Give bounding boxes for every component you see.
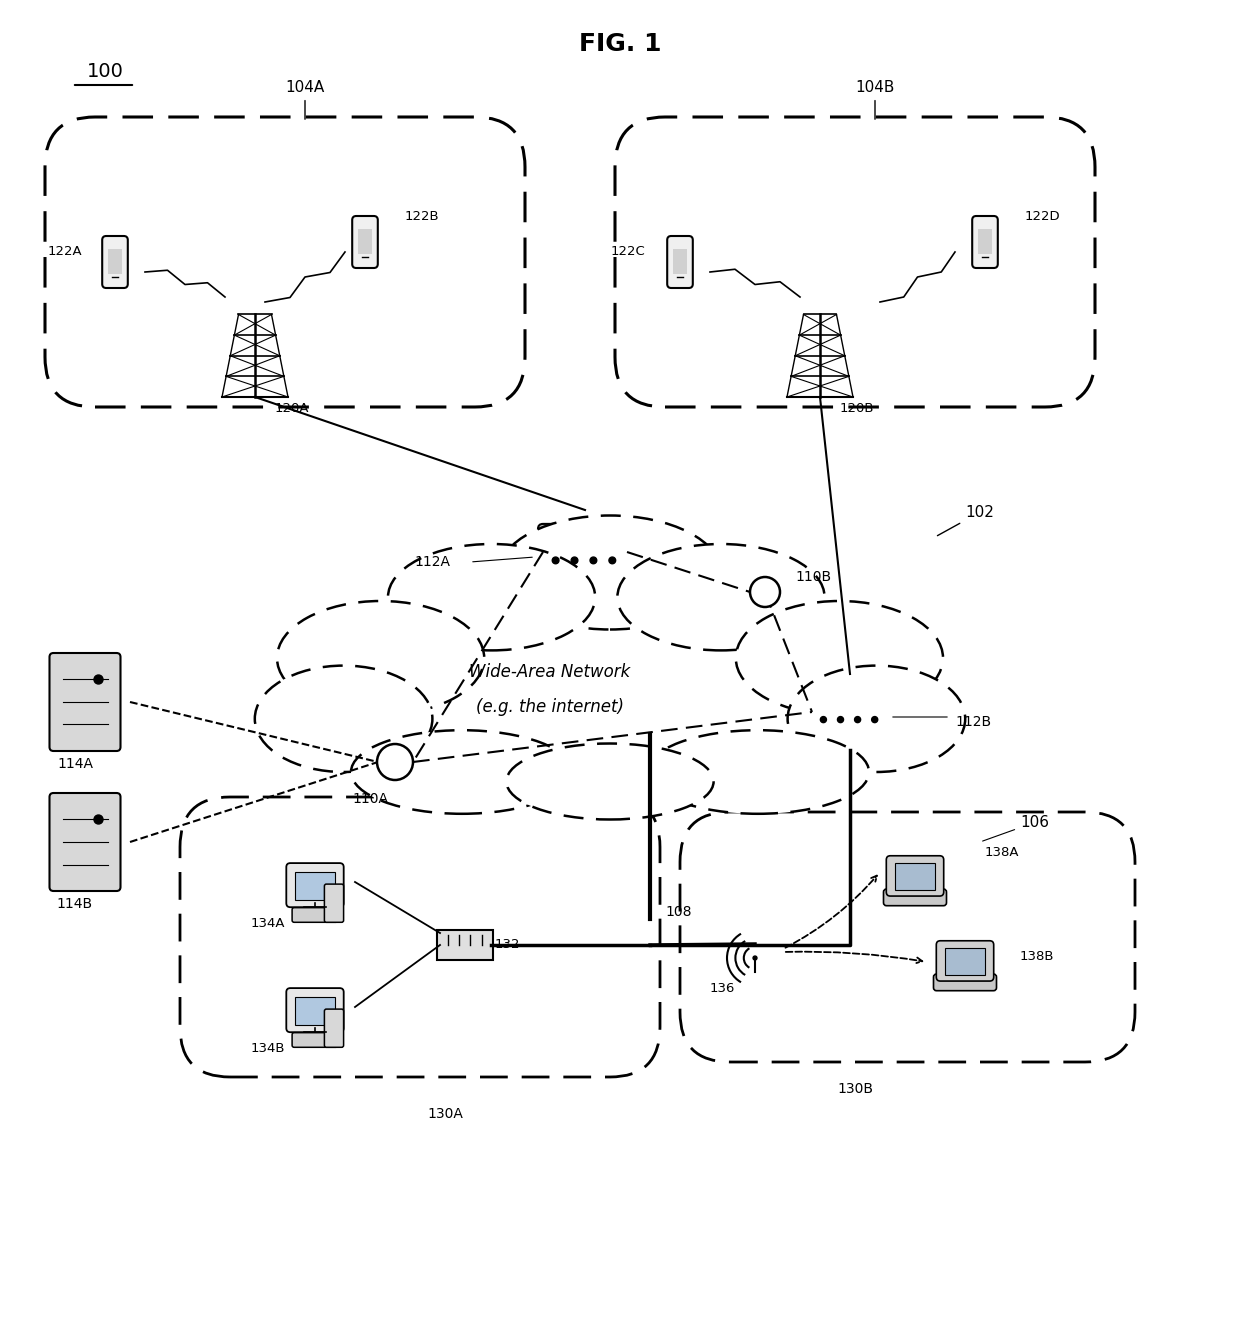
Ellipse shape <box>498 515 720 629</box>
Ellipse shape <box>388 544 595 650</box>
Ellipse shape <box>351 730 573 813</box>
Text: 130B: 130B <box>837 1082 873 1096</box>
Text: 114A: 114A <box>57 756 93 771</box>
FancyBboxPatch shape <box>295 997 335 1026</box>
Text: 138B: 138B <box>1021 950 1054 963</box>
Text: (e.g. the internet): (e.g. the internet) <box>476 698 624 717</box>
FancyBboxPatch shape <box>945 947 985 974</box>
Ellipse shape <box>618 544 825 650</box>
Text: 134B: 134B <box>250 1042 285 1055</box>
Polygon shape <box>594 545 606 559</box>
Text: 100: 100 <box>87 62 124 81</box>
FancyBboxPatch shape <box>807 686 893 738</box>
Text: 114B: 114B <box>57 897 93 912</box>
Text: 132: 132 <box>495 938 521 951</box>
Text: 134A: 134A <box>250 917 285 930</box>
Text: 122B: 122B <box>405 211 440 223</box>
FancyBboxPatch shape <box>887 856 944 896</box>
FancyBboxPatch shape <box>325 884 343 922</box>
Ellipse shape <box>647 730 869 813</box>
Text: 122A: 122A <box>47 245 82 259</box>
Text: 120B: 120B <box>839 402 874 415</box>
Text: 120A: 120A <box>275 402 310 415</box>
Text: 122D: 122D <box>1025 211 1060 223</box>
Text: 112B: 112B <box>955 715 991 729</box>
FancyBboxPatch shape <box>293 908 337 922</box>
FancyBboxPatch shape <box>667 236 693 288</box>
FancyBboxPatch shape <box>352 216 378 268</box>
FancyBboxPatch shape <box>436 930 494 959</box>
FancyBboxPatch shape <box>50 653 120 751</box>
Circle shape <box>872 717 878 723</box>
Circle shape <box>552 557 559 564</box>
Circle shape <box>854 717 861 723</box>
Text: 104B: 104B <box>856 80 895 119</box>
Circle shape <box>609 557 616 564</box>
Text: 110B: 110B <box>795 571 831 584</box>
FancyBboxPatch shape <box>286 989 343 1032</box>
Text: 102: 102 <box>937 506 994 536</box>
FancyBboxPatch shape <box>934 974 997 991</box>
FancyBboxPatch shape <box>895 863 935 889</box>
Polygon shape <box>831 706 842 718</box>
Ellipse shape <box>254 666 433 772</box>
FancyBboxPatch shape <box>293 1032 337 1047</box>
FancyBboxPatch shape <box>102 236 128 288</box>
Circle shape <box>377 744 413 780</box>
Text: 138A: 138A <box>985 845 1019 859</box>
Ellipse shape <box>787 666 965 772</box>
Text: 106: 106 <box>982 815 1049 841</box>
Circle shape <box>572 557 578 564</box>
Circle shape <box>94 675 103 683</box>
Circle shape <box>753 955 756 959</box>
Text: 110A: 110A <box>352 792 388 805</box>
FancyBboxPatch shape <box>286 863 343 908</box>
Ellipse shape <box>277 601 484 715</box>
Circle shape <box>750 577 780 606</box>
Circle shape <box>837 717 843 723</box>
FancyBboxPatch shape <box>884 889 946 906</box>
FancyBboxPatch shape <box>538 524 632 580</box>
Text: 108: 108 <box>665 905 692 920</box>
Text: Wide-Area Network: Wide-Area Network <box>470 664 631 681</box>
FancyBboxPatch shape <box>50 794 120 890</box>
Text: 122C: 122C <box>610 245 645 259</box>
Polygon shape <box>858 706 869 718</box>
Text: FIG. 1: FIG. 1 <box>579 32 661 56</box>
Ellipse shape <box>735 601 942 715</box>
FancyBboxPatch shape <box>936 941 993 981</box>
FancyBboxPatch shape <box>325 1009 343 1047</box>
Circle shape <box>590 557 596 564</box>
Text: 136: 136 <box>709 982 735 995</box>
Ellipse shape <box>506 743 713 820</box>
FancyBboxPatch shape <box>972 216 998 268</box>
Circle shape <box>821 717 826 723</box>
Text: 112A: 112A <box>414 555 450 569</box>
Circle shape <box>94 815 103 824</box>
Polygon shape <box>564 545 577 559</box>
FancyBboxPatch shape <box>295 872 335 901</box>
Text: 104A: 104A <box>285 80 325 119</box>
Text: 130A: 130A <box>427 1107 463 1121</box>
